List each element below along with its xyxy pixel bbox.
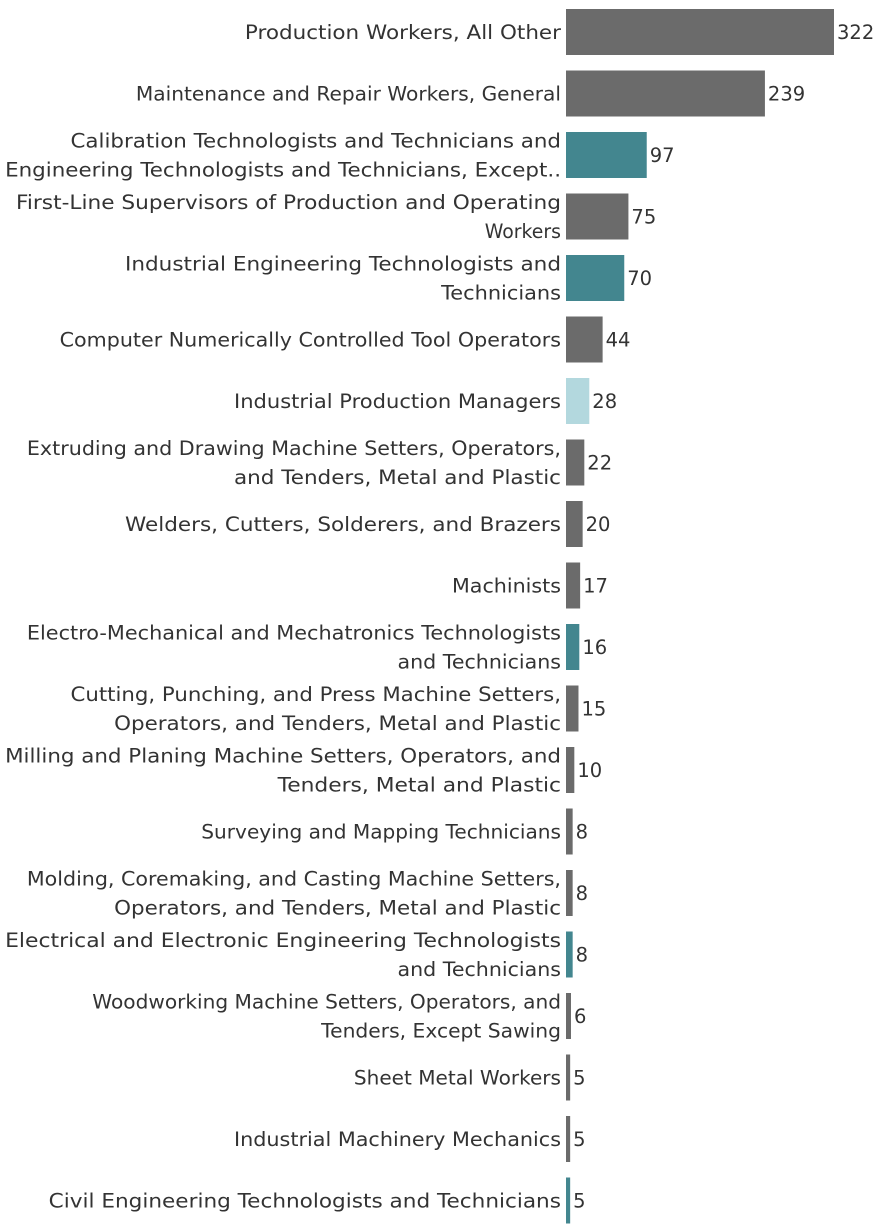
bar <box>566 808 573 855</box>
category-label: Industrial Engineering Technologists and… <box>125 253 561 305</box>
value-label: 28 <box>592 390 617 413</box>
category-label: Extruding and Drawing Machine Setters, O… <box>27 437 561 489</box>
bar <box>566 624 580 670</box>
bar <box>566 1054 571 1101</box>
bar <box>566 316 603 363</box>
value-label: 8 <box>576 944 588 967</box>
category-label: Surveying and Mapping Technicians <box>201 821 561 844</box>
bar <box>566 1177 571 1224</box>
bar <box>566 9 834 55</box>
category-label: Electrical and Electronic Engineering Te… <box>5 929 561 981</box>
value-label: 6 <box>574 1005 586 1028</box>
category-label: Milling and Planing Machine Setters, Ope… <box>5 745 561 797</box>
value-label: 97 <box>650 144 675 167</box>
bar <box>566 993 571 1039</box>
bar <box>566 70 765 117</box>
value-label: 70 <box>627 267 652 290</box>
value-label: 75 <box>631 206 656 229</box>
category-label: Machinists <box>452 575 561 598</box>
category-label: Sheet Metal Workers <box>354 1067 561 1090</box>
value-label: 44 <box>606 329 631 352</box>
bar <box>566 193 629 240</box>
value-label: 5 <box>573 1190 585 1213</box>
value-label: 239 <box>768 83 805 106</box>
value-label: 8 <box>576 882 588 905</box>
value-label: 20 <box>586 513 611 536</box>
value-label: 322 <box>837 21 874 44</box>
bar <box>566 255 625 301</box>
bar <box>566 132 647 178</box>
category-label: Electro-Mechanical and Mechatronics Tech… <box>27 622 561 674</box>
bar <box>566 439 585 486</box>
value-label: 16 <box>582 636 607 659</box>
bar <box>566 562 581 609</box>
value-label: 15 <box>581 698 606 721</box>
bar <box>566 501 583 547</box>
category-label: Civil Engineering Technologists and Tech… <box>49 1190 561 1213</box>
category-label: Production Workers, All Other <box>245 21 562 44</box>
category-label: Molding, Coremaking, and Casting Machine… <box>27 868 561 920</box>
bar <box>566 685 579 732</box>
value-label: 10 <box>577 759 602 782</box>
category-label: First-Line Supervisors of Production and… <box>16 191 561 243</box>
bar <box>566 378 590 424</box>
bar <box>566 747 575 793</box>
value-label: 8 <box>576 821 588 844</box>
value-label: 17 <box>583 575 608 598</box>
bar <box>566 1116 571 1162</box>
bar <box>566 870 573 916</box>
value-label: 5 <box>573 1067 585 1090</box>
value-label: 5 <box>573 1128 585 1151</box>
category-label: Industrial Production Managers <box>234 390 561 413</box>
category-label: Welders, Cutters, Solderers, and Brazers <box>125 513 561 536</box>
category-label: Cutting, Punching, and Press Machine Set… <box>71 683 562 735</box>
category-label: Industrial Machinery Mechanics <box>234 1128 561 1151</box>
value-label: 22 <box>587 452 612 475</box>
bar <box>566 931 573 978</box>
category-label: Computer Numerically Controlled Tool Ope… <box>60 329 561 352</box>
category-label: Calibration Technologists and Technician… <box>5 130 561 182</box>
category-label: Maintenance and Repair Workers, General <box>136 83 561 106</box>
category-label: Woodworking Machine Setters, Operators, … <box>92 991 561 1043</box>
